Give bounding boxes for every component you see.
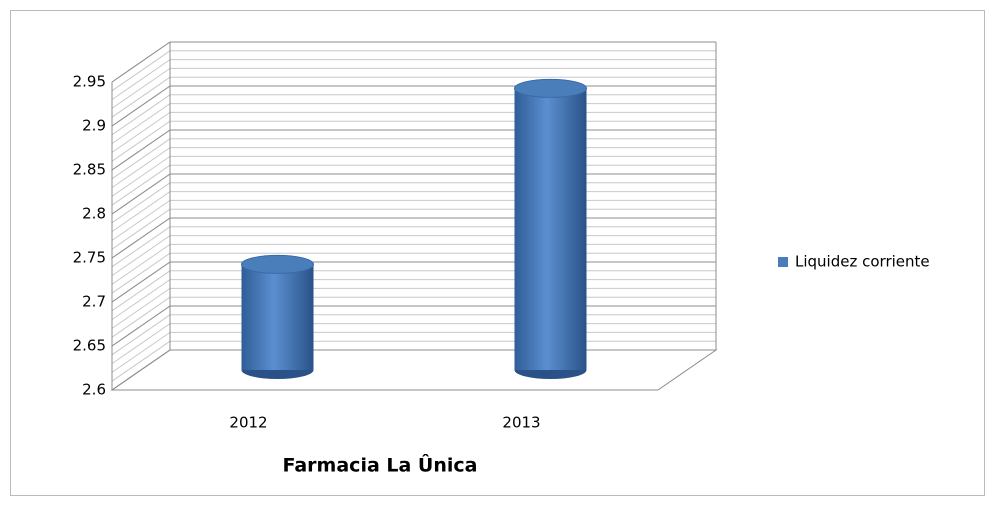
y-tick-label: 2.95 <box>73 73 106 91</box>
minor-grid-line <box>111 199 171 241</box>
bar-top <box>514 78 587 98</box>
bar-top <box>241 254 314 274</box>
minor-grid-line <box>111 340 171 382</box>
grid-line <box>111 41 171 83</box>
y-tick-label: 2.85 <box>73 161 106 179</box>
minor-grid-line <box>111 155 171 197</box>
minor-grid-line <box>111 296 171 338</box>
chart-title: Farmacia La Ûnica <box>283 453 478 477</box>
minor-grid-line <box>111 182 171 224</box>
minor-grid-line <box>111 138 171 180</box>
minor-grid-line <box>111 50 171 92</box>
legend-swatch <box>778 257 788 267</box>
y-tick-label: 2.9 <box>82 117 106 135</box>
y-tick-label: 2.65 <box>73 337 106 355</box>
minor-grid-line <box>111 243 171 285</box>
minor-grid-line <box>111 226 171 268</box>
minor-grid-line <box>111 208 171 250</box>
grid-line <box>111 305 171 347</box>
x-tick-label: 2013 <box>502 414 540 432</box>
legend-label: Liquidez corriente <box>795 253 930 271</box>
minor-grid-line <box>111 323 171 365</box>
minor-grid-line <box>111 279 171 321</box>
minor-grid-line <box>111 103 171 145</box>
y-tick-label: 2.6 <box>82 381 106 399</box>
x-tick-label: 2012 <box>229 414 267 432</box>
minor-grid-line <box>111 270 171 312</box>
bar <box>514 88 587 371</box>
y-tick-label: 2.7 <box>82 293 106 311</box>
bar <box>241 264 314 370</box>
minor-grid-line <box>111 314 171 356</box>
minor-grid-line <box>111 111 171 153</box>
minor-grid-line <box>111 120 171 162</box>
minor-grid-line <box>111 94 171 136</box>
minor-grid-line <box>111 76 171 118</box>
minor-grid-line <box>111 287 171 329</box>
grid-line <box>111 173 171 215</box>
minor-grid-line <box>111 67 171 109</box>
minor-grid-line <box>111 164 171 206</box>
grid-line <box>111 261 171 303</box>
minor-grid-line <box>111 252 171 294</box>
grid-line <box>111 129 171 171</box>
minor-grid-line <box>111 59 171 101</box>
y-tick-label: 2.75 <box>73 249 106 267</box>
grid-line <box>111 217 171 259</box>
minor-grid-line <box>111 331 171 373</box>
grid-line <box>111 85 171 127</box>
minor-grid-line <box>111 191 171 233</box>
minor-grid-line <box>111 235 171 277</box>
minor-grid-line <box>111 147 171 189</box>
y-tick-label: 2.8 <box>82 205 106 223</box>
